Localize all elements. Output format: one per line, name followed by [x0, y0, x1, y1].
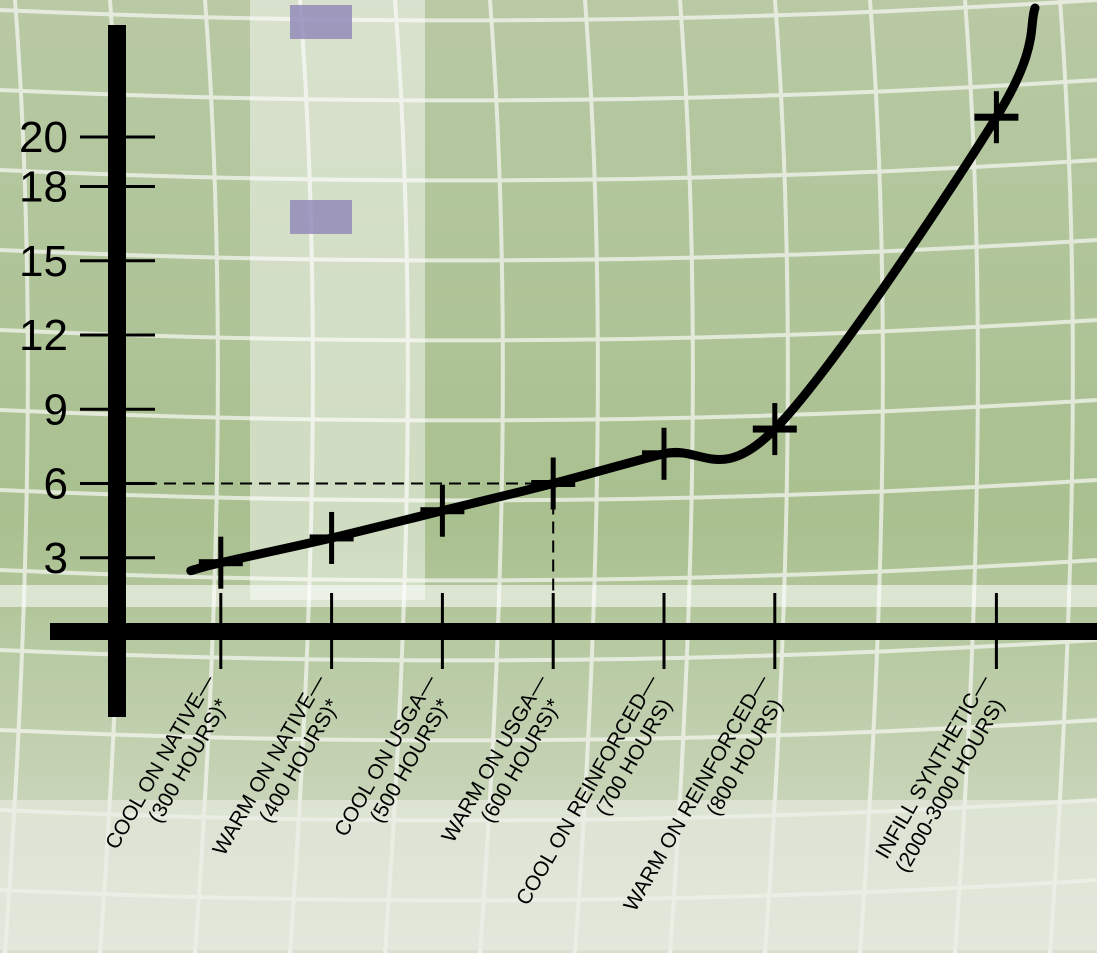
y-tick-mark — [80, 407, 155, 411]
y-tick-label: 3 — [44, 534, 68, 583]
y-tick-label: 9 — [44, 385, 68, 434]
goal-post-bracket — [290, 5, 352, 39]
series-line — [186, 3, 1040, 576]
data-point — [642, 427, 686, 480]
goal-base-frame — [0, 800, 1097, 950]
data-point — [752, 403, 797, 456]
data-point — [974, 91, 1019, 144]
y-tick-mark — [80, 259, 155, 263]
y-axis — [108, 25, 126, 717]
data-point — [531, 457, 576, 510]
y-tick-label: 18 — [19, 163, 68, 212]
goal-post-bracket — [290, 200, 352, 234]
data-markers — [198, 91, 1019, 589]
x-tick-mark — [773, 593, 777, 669]
x-tick-mark — [551, 593, 555, 669]
axes — [50, 25, 1097, 717]
data-point — [420, 484, 465, 537]
x-tick-mark — [440, 593, 444, 669]
x-tick-mark — [219, 593, 223, 669]
goal-post — [250, 0, 425, 600]
series-curve — [186, 3, 1040, 576]
data-point — [198, 536, 243, 589]
y-tick-mark — [80, 185, 155, 188]
y-tick-label: 20 — [19, 113, 68, 162]
x-tick-mark — [330, 593, 334, 669]
x-axis — [50, 623, 1097, 640]
goal-ground-bar — [0, 585, 1097, 607]
y-tick-mark — [80, 556, 155, 560]
y-tick-label: 6 — [44, 460, 68, 509]
y-tick-label: 15 — [19, 237, 68, 286]
x-tick-mark — [662, 593, 666, 669]
y-tick-mark — [80, 333, 155, 337]
y-tick-mark — [80, 482, 155, 485]
y-tick-mark — [80, 135, 155, 139]
x-axis-ticks — [219, 593, 998, 669]
y-tick-label: 12 — [19, 311, 68, 360]
x-tick-mark — [994, 593, 998, 669]
data-point — [309, 511, 354, 564]
